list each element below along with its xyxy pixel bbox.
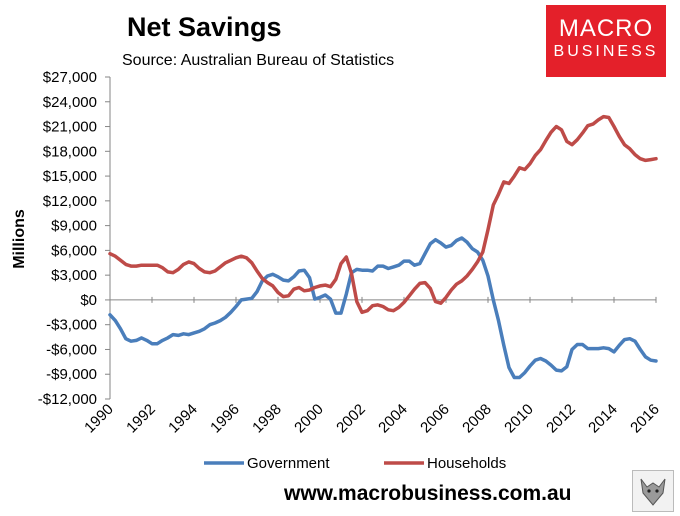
legend-label-households: Households <box>427 455 506 472</box>
y-tick-label: $12,000 <box>43 193 97 210</box>
chart-source: Source: Australian Bureau of Statistics <box>122 52 395 69</box>
x-tick-label: 1994 <box>165 401 201 437</box>
wolf-icon <box>632 470 674 512</box>
y-tick-label: $24,000 <box>43 94 97 111</box>
chart-title: Net Savings <box>127 12 282 42</box>
website-url: www.macrobusiness.com.au <box>284 482 572 505</box>
x-tick-label: 2014 <box>585 401 621 437</box>
x-tick-label: 2000 <box>291 401 327 437</box>
y-tick-label: $0 <box>80 292 97 309</box>
x-tick-label: 2006 <box>417 401 453 437</box>
logo-line-1: MACRO <box>558 15 654 42</box>
y-tick-label: -$6,000 <box>46 341 97 358</box>
y-tick-label: $15,000 <box>43 168 97 185</box>
y-tick-label: $9,000 <box>51 218 97 235</box>
y-tick-label: -$3,000 <box>46 317 97 334</box>
x-tick-label: 2002 <box>333 401 369 437</box>
y-tick-label: $18,000 <box>43 143 97 160</box>
y-tick-label: $21,000 <box>43 119 97 136</box>
y-tick-label: $27,000 <box>43 69 97 86</box>
x-tick-label: 1998 <box>249 401 285 437</box>
series-line-government <box>108 236 658 380</box>
y-tick-label: $3,000 <box>51 267 97 284</box>
y-axis-label: Millions <box>11 209 28 269</box>
x-tick-label: 1992 <box>123 401 159 437</box>
y-tick-label: -$9,000 <box>46 366 97 383</box>
x-tick-label: 2008 <box>459 401 495 437</box>
x-tick-label: 2012 <box>543 401 579 437</box>
x-tick-label: 1996 <box>207 401 243 437</box>
series-line-households <box>108 114 658 315</box>
y-tick-label: -$12,000 <box>38 391 97 408</box>
x-tick-label: 2016 <box>627 401 663 437</box>
y-tick-label: $6,000 <box>51 242 97 259</box>
x-tick-label: 2010 <box>501 401 537 437</box>
legend-label-government: Government <box>247 455 330 472</box>
logo-line-2: BUSINESS <box>553 43 659 60</box>
macro-business-logo: MACRO BUSINESS <box>546 5 666 77</box>
plot-area <box>110 77 656 399</box>
x-tick-label: 2004 <box>375 401 411 437</box>
